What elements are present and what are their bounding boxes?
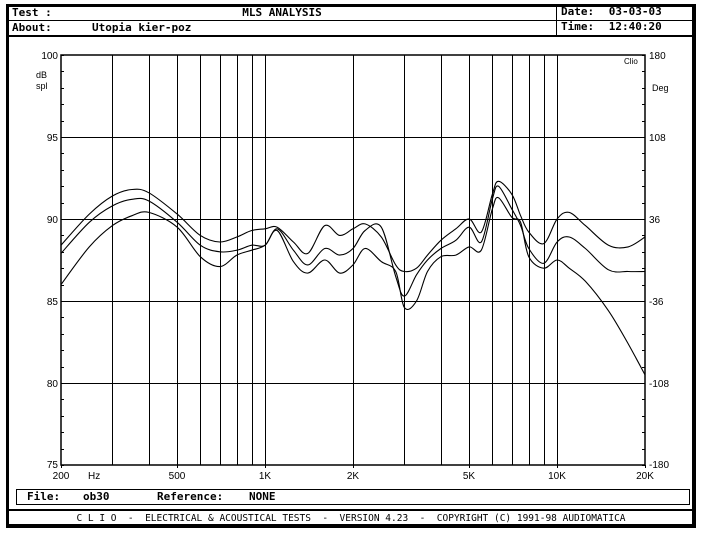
y-right-tick-neg108: -108 [649, 379, 669, 390]
header-row-about: About: Utopia kier-poz Time: 12:40:20 [8, 20, 693, 37]
test-label: Test : [12, 6, 52, 19]
time-box: Time: 12:40:20 [556, 20, 693, 35]
plot-grid [61, 55, 645, 465]
y-left-tick-90: 90 [47, 215, 59, 226]
reference-label: Reference: [157, 490, 224, 503]
date-value: 03-03-03 [608, 5, 662, 18]
file-label: File: [27, 490, 61, 503]
x-tick-500: 500 [169, 471, 186, 482]
axis-ticks [61, 55, 646, 468]
y-right-tick-neg36: -36 [649, 297, 664, 308]
y-right-tick-108: 108 [649, 133, 666, 144]
file-value: ob30 [83, 490, 110, 503]
y-left-tick-95: 95 [47, 133, 59, 144]
x-tick-200: 200 [53, 471, 70, 482]
y-left-tick-80: 80 [47, 379, 59, 390]
analysis-title: MLS ANALYSIS [242, 6, 322, 19]
y-right-tick-neg180: -180 [649, 460, 669, 471]
about-value: Utopia kier-poz [92, 21, 192, 34]
time-label: Time: [561, 20, 595, 33]
trace-upper [60, 180, 646, 273]
file-info-bar: File: ob30 Reference: NONE [16, 489, 690, 505]
y-right-tick-180: 180 [649, 51, 666, 62]
y-left-unit-spl: spl [36, 81, 48, 91]
x-tick-1k: 1K [259, 471, 272, 482]
trace-lower [60, 196, 646, 376]
reference-value: NONE [249, 490, 276, 503]
y-left-tick-75: 75 [47, 460, 59, 471]
date-label: Date: [561, 5, 595, 18]
date-box: Date: 03-03-03 [556, 5, 693, 20]
y-left-tick-100: 100 [41, 51, 58, 62]
y-right-tick-36: 36 [649, 215, 661, 226]
trace-middle [60, 185, 646, 297]
y-left-tick-85: 85 [47, 297, 59, 308]
clio-watermark: Clio [624, 57, 638, 66]
x-tick-20k: 20K [636, 471, 654, 482]
clio-window [6, 4, 696, 528]
header-row-test: Test : MLS ANALYSIS Date: 03-03-03 [8, 5, 693, 21]
response-traces [60, 180, 646, 376]
about-label: About: [12, 21, 52, 34]
y-left-unit-db: dB [36, 70, 47, 80]
x-tick-2k: 2K [347, 471, 360, 482]
x-tick-5k: 5K [463, 471, 476, 482]
y-right-unit-deg: Deg [652, 83, 669, 93]
x-unit-hz: Hz [88, 471, 100, 482]
x-tick-10k: 10K [548, 471, 566, 482]
time-value: 12:40:20 [608, 20, 662, 33]
copyright-bar: C L I O - ELECTRICAL & ACOUSTICAL TESTS … [8, 509, 694, 527]
